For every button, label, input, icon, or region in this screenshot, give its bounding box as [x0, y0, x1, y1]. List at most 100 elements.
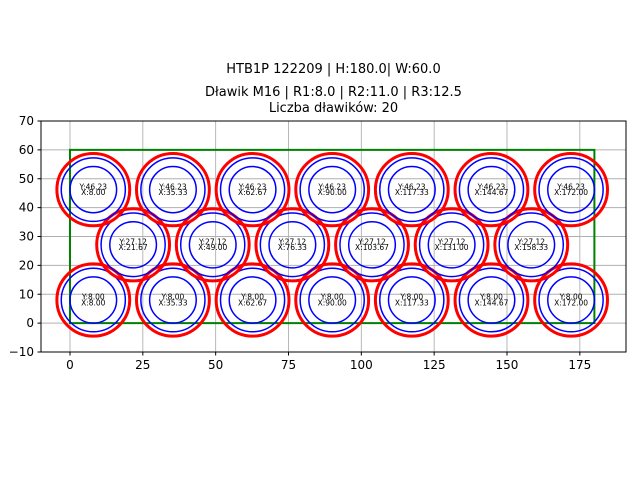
gland-x-label: X:144.67: [475, 298, 509, 307]
gland-inner-ring: [308, 276, 357, 324]
gland-inner-ring: [69, 276, 118, 324]
gland-inner-ring: [148, 165, 197, 214]
gland-y-label: Y:8.00: [320, 293, 344, 302]
y-tick-label: 20: [19, 258, 34, 272]
gland-outer-ring: [453, 262, 530, 338]
gland-mid-ring: [60, 157, 127, 223]
gland-mid-ring: [379, 157, 445, 223]
gland-outer-ring: [413, 207, 490, 283]
gland-mid-ring: [538, 267, 604, 333]
gland-x-label: X:117.33: [395, 188, 429, 197]
gland-y-label: Y:27.12: [516, 238, 545, 247]
gland-inner-ring: [387, 165, 436, 214]
gland-y-label: Y:8.00: [479, 293, 503, 302]
gland-x-label: X:35.33: [158, 298, 187, 307]
gland-mid-ring: [339, 212, 405, 278]
gland-outer-ring: [533, 262, 610, 338]
gland-mid-ring: [538, 157, 604, 223]
x-tick-label: 50: [208, 358, 223, 372]
gland-y-label: Y:46.23: [556, 182, 585, 191]
x-tick-label: 25: [135, 358, 150, 372]
gland-mid-ring: [418, 212, 485, 278]
gland-mid-ring: [498, 212, 565, 278]
x-tick-label: 175: [568, 358, 591, 372]
gland-inner-ring: [547, 165, 596, 214]
gland-outer-ring: [55, 152, 132, 228]
gland-outer-ring: [453, 152, 530, 228]
gland-outer-ring: [174, 207, 251, 283]
y-tick-label: 0: [26, 316, 34, 330]
gland-x-label: X:49.00: [198, 243, 227, 252]
gland-outer-ring: [294, 152, 371, 228]
gland-mid-ring: [259, 212, 326, 278]
gland-mid-ring: [140, 267, 206, 333]
gland-x-label: X:8.00: [81, 188, 106, 197]
gland-inner-ring: [467, 165, 516, 214]
gland-inner-ring: [188, 220, 237, 269]
gland-mid-ring: [458, 267, 525, 333]
x-tick-label: 100: [350, 358, 373, 372]
axes-title-line1: Dławik M16 | R1:8.0 | R2:11.0 | R3:12.5: [205, 85, 462, 100]
gland-x-label: X:8.00: [81, 298, 106, 307]
gland-x-label: X:90.00: [318, 298, 347, 307]
y-tick-label: 60: [19, 143, 34, 157]
gland-outer-ring: [95, 207, 172, 283]
gland-y-label: Y:27.12: [278, 238, 307, 247]
gland-x-label: X:117.33: [395, 298, 429, 307]
gland-outer-ring: [294, 262, 371, 338]
gland-y-label: Y:46.23: [477, 182, 506, 191]
gland-inner-ring: [69, 165, 118, 214]
gland-inner-ring: [467, 276, 516, 324]
gland-mid-ring: [299, 267, 365, 333]
gland-outer-ring: [55, 262, 132, 338]
gland-outer-ring: [493, 207, 570, 283]
gland-inner-ring: [148, 276, 197, 324]
gland-inner-ring: [268, 220, 317, 269]
gland-inner-ring: [387, 276, 436, 324]
gland-mid-ring: [219, 267, 286, 333]
y-tick-label: −10: [9, 345, 34, 359]
x-tick-label: 0: [66, 358, 74, 372]
gland-x-label: X:21.67: [119, 243, 148, 252]
gland-outer-ring: [214, 152, 291, 228]
gland-mid-ring: [60, 267, 127, 333]
gland-x-label: X:35.33: [158, 188, 187, 197]
gland-y-label: Y:46.23: [238, 182, 267, 191]
gland-inner-ring: [308, 165, 357, 214]
gland-y-label: Y:27.12: [198, 238, 227, 247]
gland-x-label: X:90.00: [318, 188, 347, 197]
gland-inner-ring: [547, 276, 596, 324]
x-tick-label: 75: [281, 358, 296, 372]
figure-suptitle: HTB1P 122209 | H:180.0| W:60.0: [226, 62, 441, 77]
gland-outer-ring: [214, 262, 291, 338]
gland-outer-ring: [373, 262, 450, 338]
gland-x-label: X:103.67: [355, 243, 389, 252]
gland-x-label: X:131.00: [435, 243, 469, 252]
gland-y-label: Y:46.23: [317, 182, 346, 191]
gland-x-label: X:62.67: [238, 188, 267, 197]
gland-x-label: X:158.33: [514, 243, 548, 252]
gland-outer-ring: [134, 152, 211, 228]
gland-inner-ring: [228, 165, 277, 214]
gland-mid-ring: [100, 212, 166, 278]
gland-mid-ring: [458, 157, 525, 223]
gland-outer-ring: [254, 207, 331, 283]
y-tick-label: 10: [19, 287, 34, 301]
gland-inner-ring: [427, 220, 476, 269]
y-tick-label: 30: [19, 230, 34, 244]
gland-y-label: Y:46.23: [158, 182, 187, 191]
axes-title: Dławik M16 | R1:8.0 | R2:11.0 | R3:12.5 …: [0, 85, 640, 117]
gland-y-label: Y:8.00: [559, 293, 583, 302]
y-tick-label: 40: [19, 201, 34, 215]
y-tick-label: 70: [19, 114, 34, 128]
gland-inner-ring: [347, 220, 397, 269]
gland-outer-ring: [533, 152, 610, 228]
gland-inner-ring: [109, 220, 158, 269]
axes-title-line2: Liczba dławików: 20: [268, 101, 399, 116]
gland-x-label: X:62.67: [238, 298, 267, 307]
gland-y-label: Y:46.23: [397, 182, 426, 191]
gland-y-label: Y:27.12: [118, 238, 147, 247]
x-tick-label: 150: [496, 358, 519, 372]
